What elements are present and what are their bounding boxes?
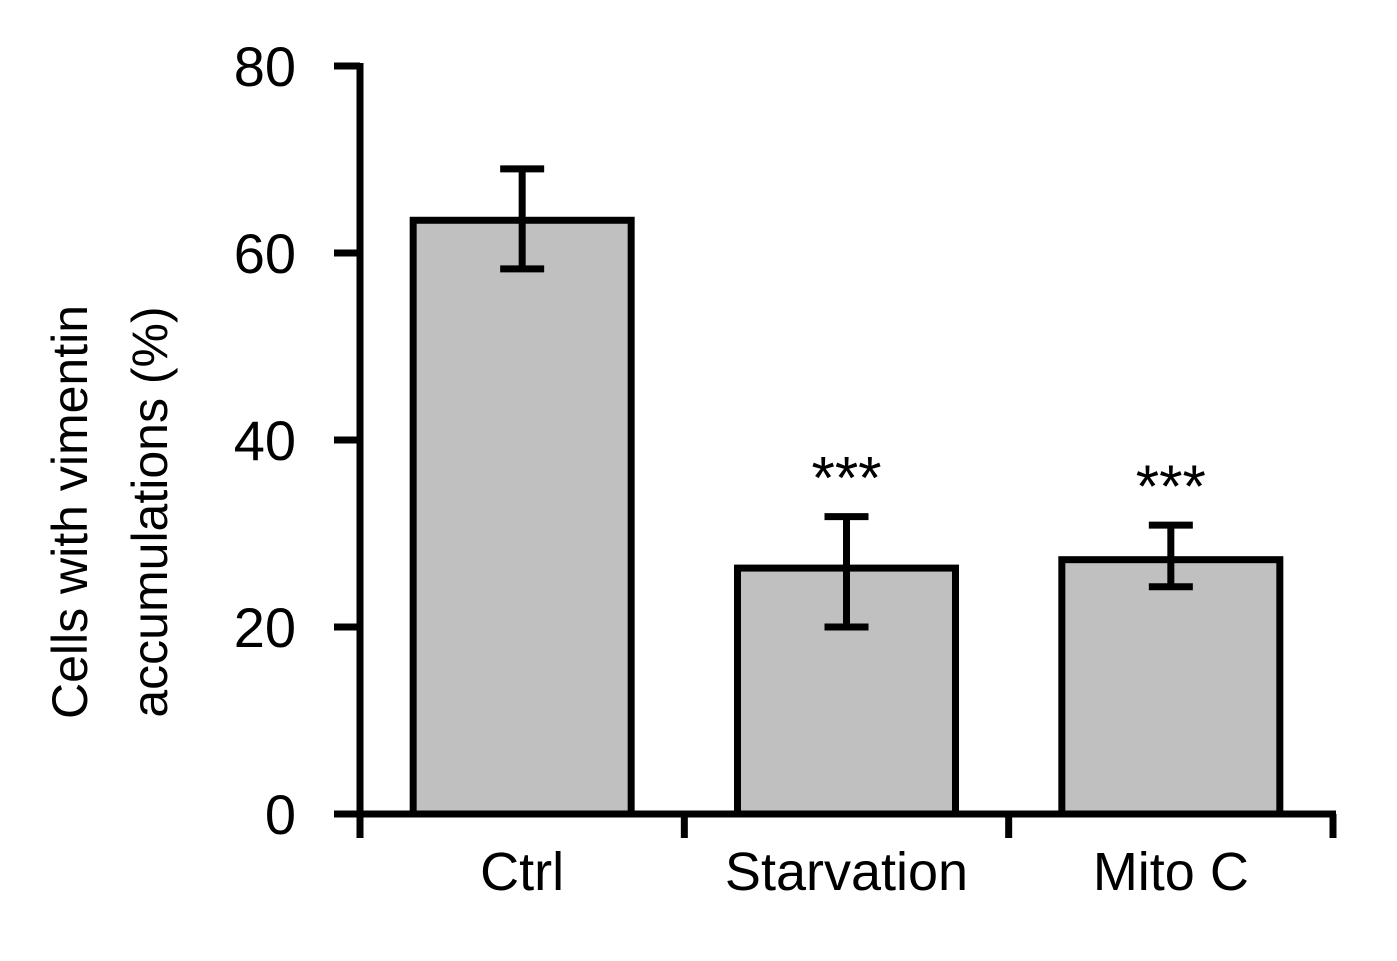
y-tick-label-0: 0: [265, 783, 296, 846]
error-bars-group: [500, 165, 1193, 631]
x-tick-label-1: Starvation: [725, 842, 968, 902]
y-ticks-group: 0 20 40 60 80: [234, 35, 360, 846]
y-axis-label: Cells with vimentin accumulations (%): [42, 305, 178, 719]
y-axis-label-line-1: Cells with vimentin: [42, 305, 98, 719]
y-tick-label-1: 20: [234, 596, 296, 659]
x-tick-label-0: Ctrl: [480, 842, 564, 902]
y-tick-label-2: 40: [234, 409, 296, 472]
y-tick-label-3: 60: [234, 222, 296, 285]
significance-label-2: ***: [1136, 453, 1206, 520]
significance-group: *** ***: [811, 445, 1205, 520]
x-labels-group: Ctrl Starvation Mito C: [480, 842, 1249, 902]
bar-2: [1058, 556, 1284, 818]
y-tick-label-4: 80: [234, 35, 296, 98]
bar-0: [409, 216, 635, 818]
significance-label-1: ***: [811, 445, 881, 512]
y-axis-label-line-2: accumulations (%): [122, 306, 178, 717]
x-tick-label-2: Mito C: [1093, 842, 1249, 902]
